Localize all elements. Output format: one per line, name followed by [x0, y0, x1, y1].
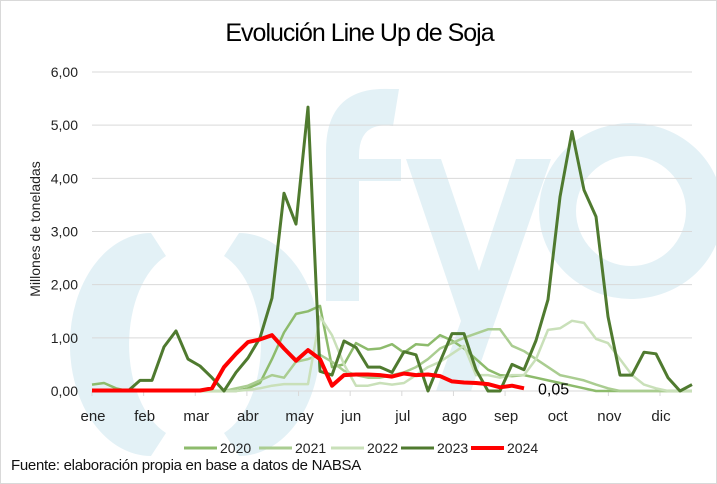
- x-tick-label: ene: [80, 408, 105, 425]
- watermark-y: [406, 159, 551, 391]
- series-line-2022: [92, 315, 692, 393]
- watermark-f: [326, 88, 401, 301]
- x-tick-label: nov: [597, 408, 622, 425]
- y-tick-label: 4,00: [51, 170, 78, 186]
- legend-label-2022: 2022: [367, 440, 398, 456]
- y-axis-label: Millones de toneladas: [27, 161, 43, 297]
- legend-label-2020: 2020: [220, 440, 251, 456]
- x-tick-label: mar: [183, 408, 209, 425]
- x-tick-label: oct: [548, 408, 569, 425]
- x-tick-label: abr: [237, 408, 259, 425]
- x-tick-label: feb: [134, 408, 155, 425]
- y-tick-label: 0,00: [51, 383, 78, 399]
- last-value-label: 0,05: [538, 381, 569, 398]
- legend-label-2024: 2024: [507, 440, 538, 456]
- x-tick-label: jul: [394, 408, 410, 425]
- watermark-logo: [69, 88, 716, 456]
- y-tick-label: 3,00: [51, 224, 78, 240]
- legend-label-2021: 2021: [295, 440, 326, 456]
- y-tick-label: 1,00: [51, 330, 78, 346]
- x-tick-label: sep: [494, 408, 518, 425]
- x-tick-label: jun: [340, 408, 361, 425]
- y-tick-label: 5,00: [51, 117, 78, 133]
- x-tick-label: ago: [442, 408, 467, 425]
- y-tick-label: 6,00: [51, 64, 78, 80]
- x-tick-label: dic: [651, 408, 671, 425]
- watermark-paren-right: [224, 233, 321, 456]
- series-line-2024: [92, 333, 525, 393]
- source-note: Fuente: elaboración propia en base a dat…: [11, 457, 361, 474]
- watermark-paren-left: [69, 233, 166, 456]
- series-line-2021: [92, 328, 692, 393]
- series-line-2023: [92, 105, 693, 393]
- chart-title: Evolución Line Up de Soja: [225, 19, 494, 47]
- legend-label-2023: 2023: [437, 440, 468, 456]
- y-tick-label: 2,00: [51, 277, 78, 293]
- x-tick-label: may: [285, 408, 314, 425]
